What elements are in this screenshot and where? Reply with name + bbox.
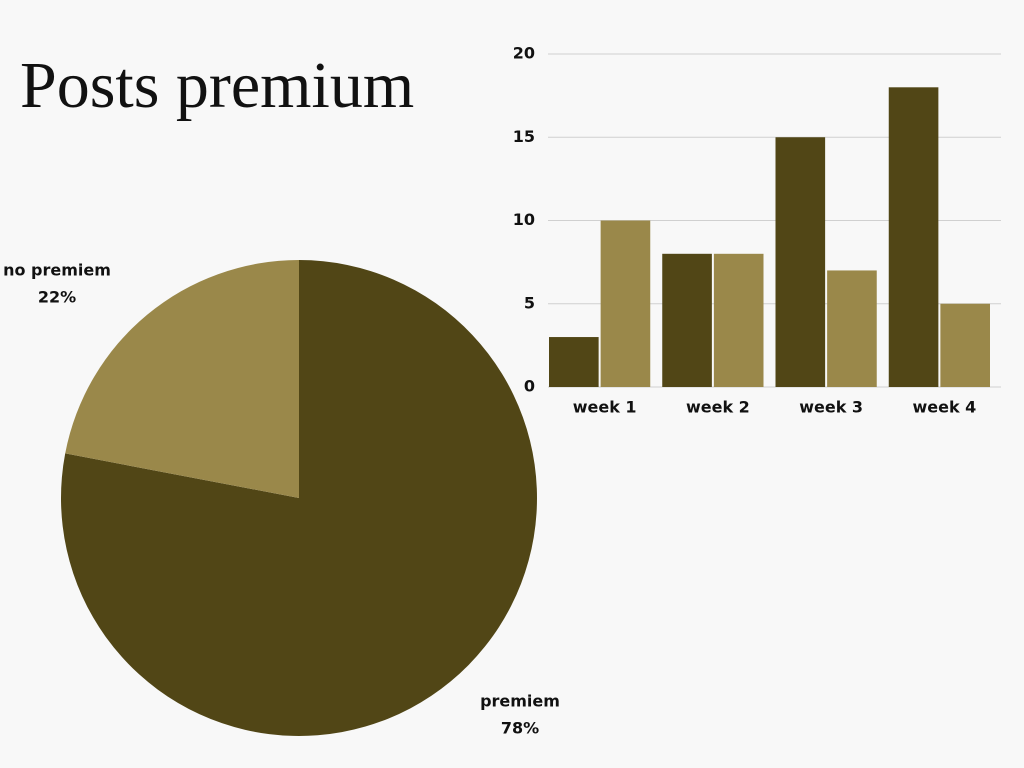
bar	[827, 270, 877, 387]
slice-label: no premiem	[3, 261, 111, 280]
x-tick-label: week 4	[912, 398, 976, 417]
bar	[713, 253, 764, 387]
bar	[600, 220, 651, 387]
x-tick-label: week 3	[799, 398, 863, 417]
bar	[775, 137, 826, 387]
x-tick-label: week 1	[573, 398, 637, 417]
bar	[888, 87, 939, 388]
pie-slice	[60, 260, 537, 737]
bar	[940, 303, 990, 387]
slice-label: premiem	[480, 692, 560, 711]
y-tick-label: 0	[524, 377, 535, 396]
bar	[662, 253, 712, 387]
y-tick-label: 15	[513, 127, 535, 146]
x-tick-label: week 2	[686, 398, 750, 417]
y-tick-label: 5	[524, 293, 535, 312]
y-tick-label: 10	[513, 210, 535, 229]
slice-value-label: 22%	[38, 288, 76, 307]
y-tick-label: 20	[513, 44, 535, 63]
slice-value-label: 78%	[501, 719, 539, 738]
pie-slice	[65, 260, 299, 498]
page-title: Posts premium	[20, 49, 414, 122]
bar	[549, 337, 599, 387]
